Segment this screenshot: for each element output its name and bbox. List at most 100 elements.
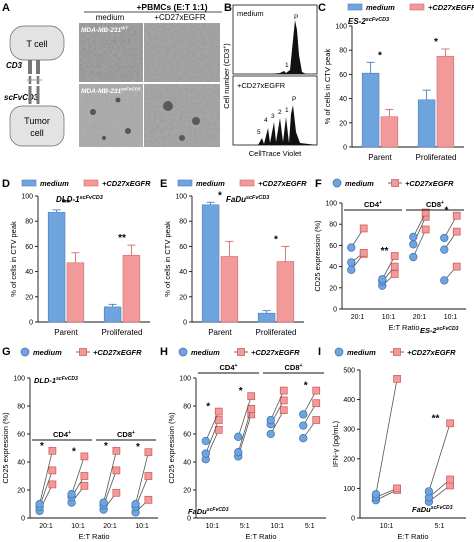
chart-i-legend-text-medium: medium: [347, 348, 376, 357]
chart-i-ratio-0: 10:1: [380, 523, 394, 530]
chart-h-ytick-label-3: 60: [183, 432, 191, 439]
chart-i-ytick-label-0: 0: [351, 516, 355, 523]
chart-g-letter: G: [2, 346, 11, 358]
histogram-bottom: [233, 105, 317, 145]
chart-e-ytick-label-1: 20: [179, 294, 187, 301]
chart-f-point-cd27-3-1: [452, 227, 461, 236]
chart-c-legend-text-medium: medium: [366, 3, 395, 12]
chart-g-ytick-label-3: 60: [17, 432, 25, 439]
chart-f-group-label-0: CD4+: [364, 200, 382, 209]
chart-h-sig-0: *: [206, 402, 210, 413]
chart-d-legend-swatch-cd27: [83, 179, 99, 187]
histogram-peak-5: 5: [257, 129, 261, 136]
chart-h-point-cd27-1-2: [247, 392, 256, 401]
panel-a-col-cd27: +CD27xEGFR: [154, 13, 206, 22]
histogram-top: [233, 20, 317, 74]
chart-g-legend-text-cd27: +CD27xEGFR: [93, 348, 142, 357]
chart-d-bar-1-1: [122, 254, 141, 323]
chart-f-point-cd27-3-2: [452, 211, 461, 220]
chart-c-letter: C: [318, 2, 326, 14]
chart-f-ratio-1: 10:1: [382, 314, 396, 321]
chart-e-sig-1: *: [274, 234, 278, 245]
chart-d-legend-swatch-medium: [21, 179, 37, 187]
chart-h-ratio-1: 5:1: [240, 523, 250, 530]
chart-g-pairline-2-2: [103, 450, 117, 503]
chart-h-point-medium-2-0: [266, 429, 275, 439]
chart-f-title: ES-2scFvCD3: [420, 326, 459, 335]
micrograph-row1-medium: [79, 23, 143, 82]
chart-d-ylabel: % of cells in CTV peak: [9, 221, 18, 297]
chart-e-letter: E: [160, 178, 167, 190]
chart-e-ytick-label-5: 100: [175, 194, 187, 201]
chart-c-ytick-label-1: 20: [339, 120, 347, 127]
chart-i-ratio-1: 5:1: [435, 523, 445, 530]
chart-f-point-medium-0-2: [347, 243, 356, 252]
histogram-peak-2: 2: [278, 109, 282, 116]
chart-h-ylabel: CD25 expression (%): [167, 412, 176, 484]
chart-f-point-medium-2-2: [409, 232, 418, 242]
chart-h-sig-1: *: [239, 386, 243, 397]
chart-g-title: DLD-1scFvCD3: [34, 376, 78, 385]
histogram-1-top: 1: [285, 62, 289, 69]
chart-f-point-cd27-0-2: [359, 224, 368, 233]
chart-g-ytick-label-5: 100: [13, 376, 25, 383]
chart-f-point-cd27-1-1: [390, 262, 399, 271]
tcell-label: T cell: [26, 39, 47, 49]
chart-f-point-cd27-2-0: [421, 225, 430, 234]
chart-i-point-medium-1-2: [424, 487, 434, 496]
chart-d-ytick-label-3: 60: [25, 244, 33, 251]
chart-g-point-cd27-2-2: [112, 446, 121, 455]
chart-h-group-label-0: CD4+: [220, 363, 238, 372]
chart-f-point-medium-2-1: [409, 240, 418, 249]
chart-g-point-cd27-1-1: [80, 472, 89, 480]
chart-h-pairline-0-2: [205, 411, 220, 442]
chart-d-ytick-label-5: 100: [21, 194, 33, 201]
panel-a-row1-label: MDA-MB-231WT: [81, 26, 129, 35]
chart-h-legend-text-medium: medium: [191, 348, 220, 357]
scfv-label: scFvCD3: [4, 93, 39, 102]
chart-c-sig-1: *: [434, 37, 438, 48]
chart-d-sig-0: **: [62, 198, 70, 209]
chart-f-point-medium-0-1: [347, 258, 356, 267]
chart-c-category-0: Parent: [368, 153, 392, 162]
tcell-schematic: T cell CD3 scFvCD3 Tumor cell: [4, 25, 65, 147]
chart-f-point-medium-2-0: [409, 252, 418, 262]
chart-c-bar-1-1: [436, 55, 455, 148]
tumor-label-1: Tumor: [24, 116, 50, 126]
chart-e-ytick-label-4: 80: [179, 219, 187, 226]
tumor-label-2: cell: [30, 128, 44, 138]
chart-e-legend-swatch-medium: [177, 179, 193, 187]
panel-a-header: +PBMCs (E:T 1:1): [136, 2, 207, 12]
chart-d-bar-1-0: [66, 262, 85, 323]
panel-b-xlabel: CellTrace Violet: [249, 149, 302, 158]
chart-g-group-label-1: CD8+: [117, 430, 135, 439]
chart-e-ytick-label-2: 40: [179, 269, 187, 276]
chart-h-pairline-3-2: [302, 390, 317, 415]
chart-h-point-medium-3-1: [299, 421, 308, 430]
chart-d-legend-text-medium: medium: [40, 179, 69, 188]
chart-c-ytick-label-2: 40: [339, 96, 347, 103]
chart-h-pairline-0-1: [205, 419, 220, 454]
chart-h-legend-marker-medium: [178, 347, 188, 357]
chart-h-ytick-label-4: 80: [183, 404, 191, 411]
chart-h-ytick-label-0: 0: [187, 516, 191, 523]
chart-h-title: FaDuscFvCD3: [188, 507, 229, 516]
chart-h-point-cd27-3-1: [312, 399, 321, 408]
chart-c-legend-swatch-medium: [347, 3, 363, 11]
chart-h-point-medium-0-1: [201, 449, 210, 458]
chart-d-sig-1: **: [118, 233, 126, 244]
chart-g-sig-1: *: [72, 446, 76, 457]
chart-g-group-label-0: CD4+: [53, 430, 71, 439]
chart-h-point-cd27-0-2: [214, 407, 223, 416]
chart-e-bar-1-0: [220, 256, 239, 323]
chart-g-ytick-label-0: 0: [21, 516, 25, 523]
chart-h-point-cd27-3-2: [312, 386, 321, 395]
chart-f-ytick-label-3: 60: [329, 243, 337, 250]
chart-d-ytick-label-2: 40: [25, 269, 33, 276]
chart-i-point-cd27-0-2: [393, 375, 401, 383]
